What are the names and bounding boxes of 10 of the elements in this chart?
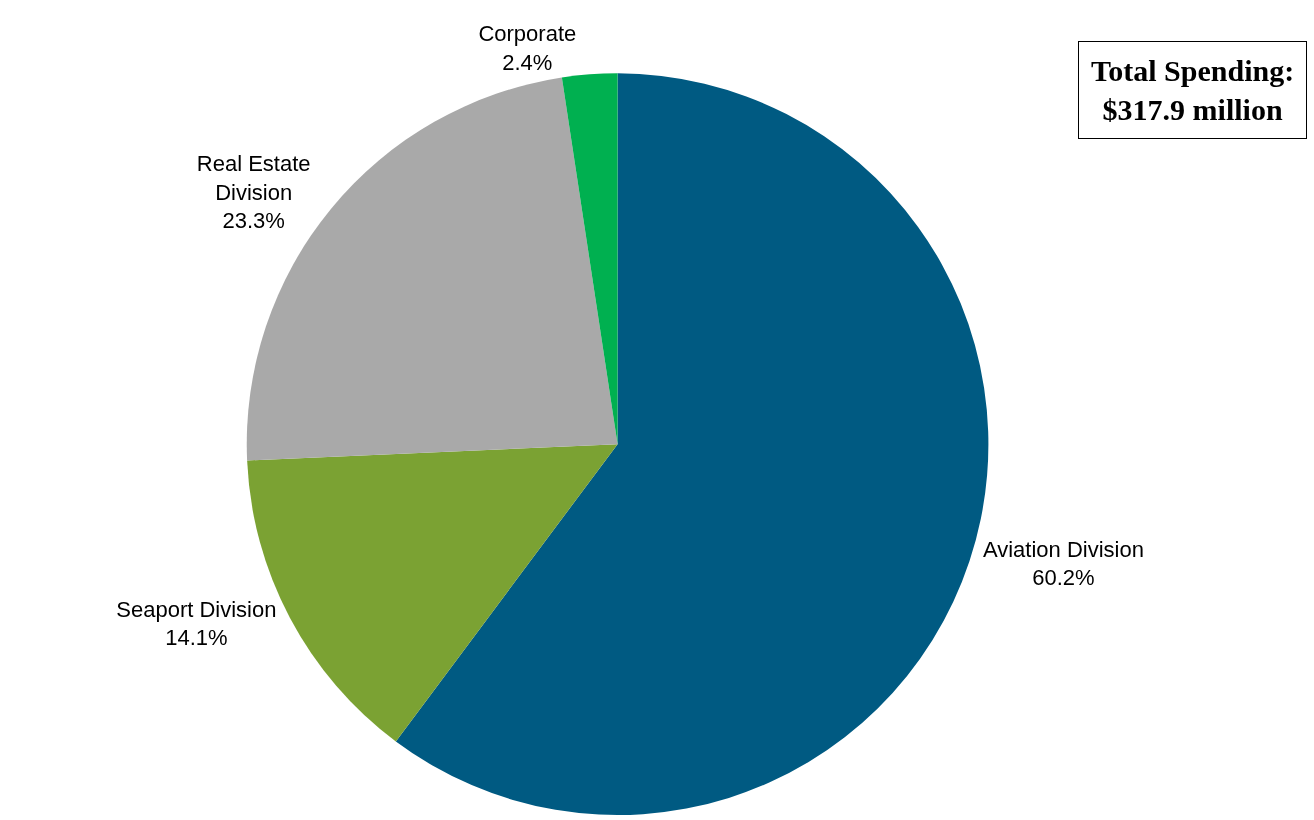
data-label: 2.4% [502,49,553,75]
pie-slice [561,73,618,445]
slice-label: Corporate [478,20,577,46]
slice-label: Seaport Division [116,596,277,622]
slice-label: Real Estate Division [196,151,311,205]
slice-label: Aviation Division [982,536,1144,562]
data-label: 14.1% [165,625,228,651]
text: Total Spending: $317.9 million [1091,54,1295,126]
data-label: 23.3% [222,208,285,234]
data-label: 60.2% [1032,565,1095,591]
